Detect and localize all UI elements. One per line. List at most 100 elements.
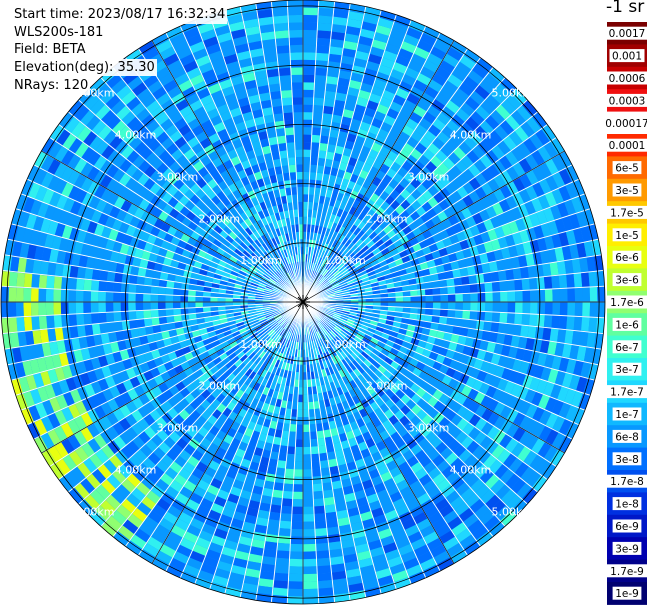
range-gate	[511, 146, 525, 162]
range-gate	[501, 367, 512, 381]
range-gate	[176, 437, 189, 450]
range-gate	[290, 255, 295, 263]
range-gate	[425, 358, 436, 368]
range-gate	[390, 394, 401, 404]
range-gate	[416, 282, 425, 290]
azimuth-line	[302, 40, 455, 303]
range-gate	[152, 144, 166, 158]
range-gate	[306, 231, 311, 240]
range-gate	[440, 294, 449, 302]
colorbar-tick-bg	[606, 205, 647, 219]
range-gate	[374, 344, 384, 353]
range-gate	[189, 41, 205, 54]
range-gate	[280, 250, 286, 259]
range-gate	[32, 330, 42, 345]
range-gate	[157, 294, 166, 302]
range-gate	[214, 496, 227, 508]
range-gate	[105, 94, 121, 110]
range-gate	[54, 179, 67, 195]
range-gate	[257, 236, 265, 246]
ray-line	[26, 301, 304, 426]
range-gate	[374, 369, 383, 378]
range-gate	[525, 337, 535, 351]
range-gate	[338, 361, 346, 370]
ray-line	[1, 301, 304, 319]
range-gate	[461, 207, 472, 219]
range-gate	[222, 117, 235, 129]
range-gate	[462, 75, 479, 91]
range-gate	[410, 296, 419, 302]
range-gate	[115, 105, 131, 121]
range-gate	[63, 392, 75, 407]
range-gate	[392, 497, 407, 510]
range-gate	[185, 211, 196, 222]
range-gate	[108, 332, 118, 343]
range-gate	[512, 177, 526, 192]
range-gate	[349, 371, 358, 380]
range-gate	[101, 444, 115, 460]
range-gate	[276, 467, 286, 476]
range-gate	[252, 485, 264, 496]
range-gate	[285, 134, 295, 143]
range-gate	[167, 322, 176, 331]
range-gate	[375, 567, 392, 580]
range-gate	[203, 101, 217, 113]
ray-line	[15, 208, 304, 303]
range-gate	[344, 391, 352, 401]
range-gate	[132, 155, 145, 169]
range-gate	[504, 380, 516, 394]
range-gate	[469, 459, 483, 473]
range-gate	[308, 409, 315, 417]
range-gate	[580, 225, 591, 242]
range-gate	[341, 375, 350, 385]
range-gate	[380, 121, 393, 133]
range-gate	[214, 528, 229, 540]
range-gate	[294, 224, 300, 233]
range-gate	[149, 421, 162, 435]
range-gate	[237, 273, 246, 280]
range-gate	[432, 118, 446, 131]
range-gate	[502, 135, 517, 151]
range-gate	[331, 356, 339, 365]
range-gate	[324, 496, 335, 506]
range-gate	[209, 261, 219, 269]
range-gate	[559, 418, 573, 436]
range-gate	[303, 476, 313, 485]
range-gate	[261, 563, 276, 573]
range-gate	[505, 394, 518, 409]
range-gate	[364, 189, 374, 199]
range-gate	[150, 245, 161, 255]
range-gate	[506, 408, 519, 423]
range-gate	[303, 454, 312, 462]
range-gate	[190, 272, 199, 280]
ray-line	[239, 301, 304, 598]
range-gate	[429, 46, 446, 60]
range-gate	[316, 322, 323, 330]
range-gate	[134, 528, 151, 543]
range-gate	[249, 314, 258, 320]
range-gate	[532, 422, 546, 438]
range-gate	[23, 273, 33, 288]
range-gate	[131, 422, 144, 436]
range-gate	[390, 523, 405, 535]
range-gate	[205, 200, 216, 210]
range-gate	[200, 498, 214, 510]
range-gate	[158, 150, 171, 163]
range-gate	[50, 462, 65, 480]
range-gate	[234, 43, 249, 54]
range-gate	[279, 226, 285, 236]
range-gate	[102, 249, 113, 261]
range-gate	[554, 217, 566, 233]
range-gate	[423, 59, 439, 73]
range-gate	[347, 344, 356, 352]
range-gate	[316, 430, 325, 439]
ring-label: 2.00km	[199, 380, 241, 393]
range-gate	[25, 331, 35, 346]
colorbar-tick-label: 0.0017	[609, 28, 646, 40]
range-gate	[272, 287, 281, 292]
range-gate	[100, 89, 116, 105]
range-gate	[490, 321, 500, 333]
range-gate	[462, 284, 471, 294]
colorbar-tick-label: 0.0003	[609, 95, 646, 107]
range-gate	[277, 414, 285, 424]
